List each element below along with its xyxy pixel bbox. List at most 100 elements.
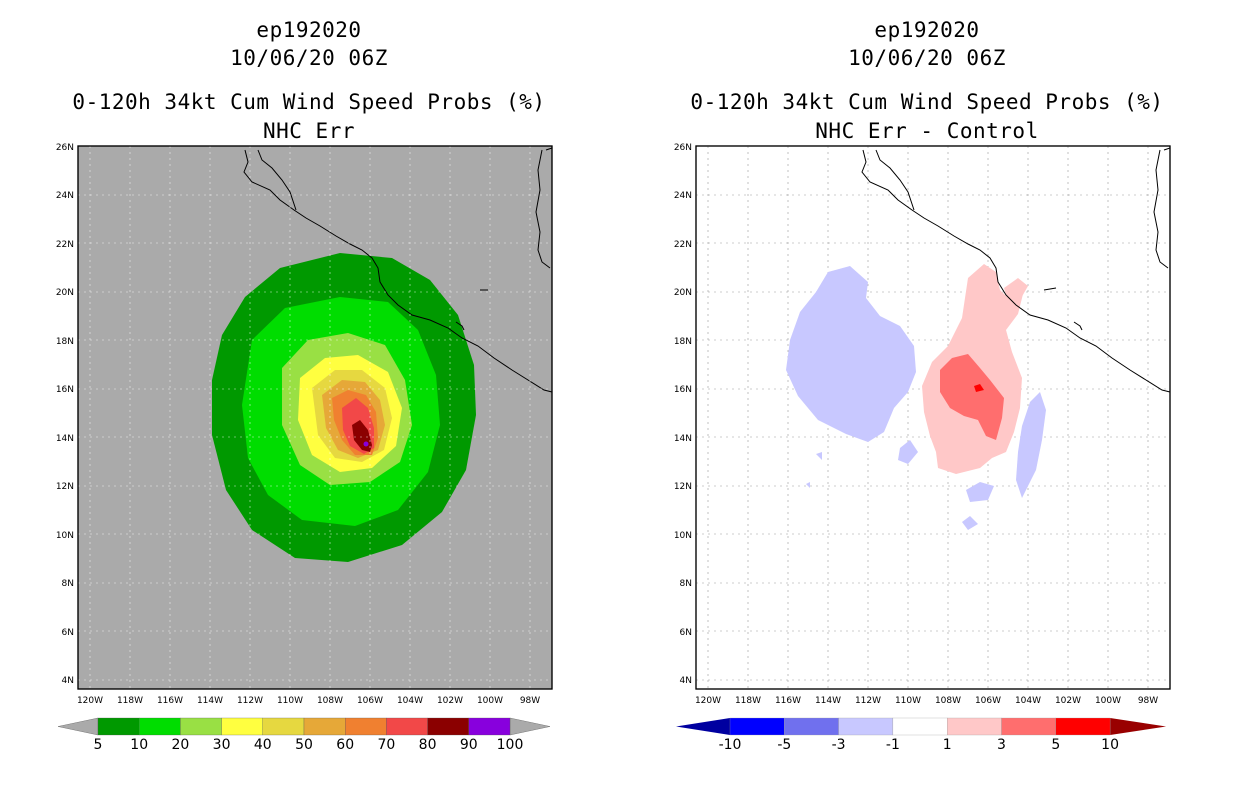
datetime-title: 10/06/20 06Z (848, 46, 1006, 70)
lon-label: 112W (237, 696, 263, 706)
lat-label: 6N (680, 628, 692, 638)
colorbar-label: 5 (1051, 737, 1060, 753)
colorbar-swatch (1055, 717, 1111, 736)
colorbar-label: 60 (336, 737, 354, 753)
right-panel: ep192020 10/06/20 06Z 0-120h 34kt Cum Wi… (618, 0, 1236, 800)
lon-label: 102W (437, 696, 463, 706)
difference-contours (786, 264, 1046, 530)
lon-label: 104W (1015, 696, 1041, 706)
lon-label: 120W (77, 696, 103, 706)
colorbar-arrow-low (676, 718, 730, 735)
subtitle: NHC Err - Control (815, 119, 1039, 143)
colorbar-label: 100 (497, 737, 524, 753)
colorbar-label: 5 (94, 737, 103, 753)
right-map: 120W 118W 116W 114W 112W 110W 108W 106W … (674, 143, 1171, 753)
lon-label: 100W (477, 696, 503, 706)
lon-label: 114W (815, 696, 841, 706)
lat-label: 14N (56, 434, 74, 444)
storm-id-title: ep192020 (874, 18, 980, 42)
lat-axis-labels: 26N 24N 22N 20N 18N 16N 14N 12N 10N 8N 6… (674, 143, 692, 686)
right-colorbar: -10 -5 -3 -1 1 3 5 10 (676, 717, 1167, 753)
lat-label: 26N (674, 143, 692, 153)
lat-label: 24N (56, 191, 74, 201)
lat-axis-labels: 26N 24N 22N 20N 18N 16N 14N 12N 10N 8N 6… (56, 143, 74, 686)
colorbar-label: 10 (130, 737, 148, 753)
colorbar-swatch (729, 717, 785, 736)
colorbar-swatch (345, 717, 387, 736)
colorbar-label: 80 (419, 737, 437, 753)
lat-label: 22N (674, 240, 692, 250)
lon-axis-labels: 120W 118W 116W 114W 112W 110W 108W 106W … (695, 696, 1158, 706)
lon-label: 118W (117, 696, 143, 706)
colorbar-swatch (784, 717, 839, 736)
colorbar-swatch (1001, 717, 1056, 736)
datetime-title: 10/06/20 06Z (230, 46, 388, 70)
pos-core (974, 384, 984, 392)
storm-id-title: ep192020 (256, 18, 362, 42)
lat-label: 18N (674, 337, 692, 347)
colorbar-swatch (892, 717, 948, 736)
lat-label: 12N (56, 482, 74, 492)
neg-region-west (786, 266, 916, 442)
colorbar-swatch (262, 717, 305, 736)
colorbar-swatch (947, 717, 1002, 736)
lat-label: 6N (62, 628, 74, 638)
colorbar-swatch (139, 717, 181, 736)
colorbar-swatch (838, 717, 894, 736)
colorbar-label: -3 (832, 737, 846, 753)
colorbar-label: 90 (460, 737, 478, 753)
lat-label: 8N (680, 579, 692, 589)
lon-label: 108W (935, 696, 961, 706)
lon-label: 104W (397, 696, 423, 706)
probability-contours (212, 253, 476, 562)
lat-label: 4N (680, 676, 692, 686)
colorbar-arrow-high (1110, 718, 1167, 735)
product-title: 0-120h 34kt Cum Wind Speed Probs (%) (690, 90, 1164, 114)
lon-label: 110W (895, 696, 921, 706)
lon-label: 114W (197, 696, 223, 706)
colorbar-label: 3 (997, 737, 1006, 753)
colorbar-label: 10 (1101, 737, 1119, 753)
neg-blob (816, 452, 822, 460)
neg-blob (898, 440, 918, 464)
contour-90 (363, 441, 369, 447)
lon-axis-labels: 120W 118W 116W 114W 112W 110W 108W 106W … (77, 696, 540, 706)
lon-label: 118W (735, 696, 761, 706)
lon-label: 106W (975, 696, 1001, 706)
neg-blob (806, 482, 810, 488)
lat-label: 10N (674, 531, 692, 541)
lon-label: 98W (520, 696, 540, 706)
colorbar-label: -10 (719, 737, 742, 753)
lon-label: 116W (157, 696, 183, 706)
lon-label: 120W (695, 696, 721, 706)
colorbar-arrow-low (57, 717, 99, 736)
lon-label: 106W (357, 696, 383, 706)
colorbar-swatch (97, 717, 140, 736)
colorbar-swatch (468, 717, 511, 736)
lon-label: 112W (855, 696, 881, 706)
colorbar-arrow-high (509, 717, 551, 736)
left-colorbar: 5 10 20 30 40 50 60 70 80 90 100 (57, 717, 551, 753)
lat-label: 18N (56, 337, 74, 347)
lat-label: 20N (674, 288, 692, 298)
colorbar-swatch (303, 717, 346, 736)
colorbar-label: 70 (377, 737, 395, 753)
colorbar-label: 1 (943, 737, 952, 753)
colorbar-swatch (427, 717, 469, 736)
colorbar-swatch (221, 717, 263, 736)
lat-label: 8N (62, 579, 74, 589)
lon-label: 100W (1095, 696, 1121, 706)
lon-label: 98W (1138, 696, 1158, 706)
lat-label: 12N (674, 482, 692, 492)
lat-label: 20N (56, 288, 74, 298)
lat-label: 24N (674, 191, 692, 201)
lon-label: 108W (317, 696, 343, 706)
colorbar-label: 20 (171, 737, 189, 753)
colorbar-swatch (180, 717, 222, 736)
pos-blob (1004, 278, 1028, 302)
subtitle: NHC Err (262, 119, 355, 143)
grid-lines (78, 146, 552, 689)
coastline (243, 147, 553, 393)
lat-label: 26N (56, 143, 74, 153)
left-map: 120W 118W 116W 114W 112W 110W 108W 106W … (56, 143, 553, 753)
